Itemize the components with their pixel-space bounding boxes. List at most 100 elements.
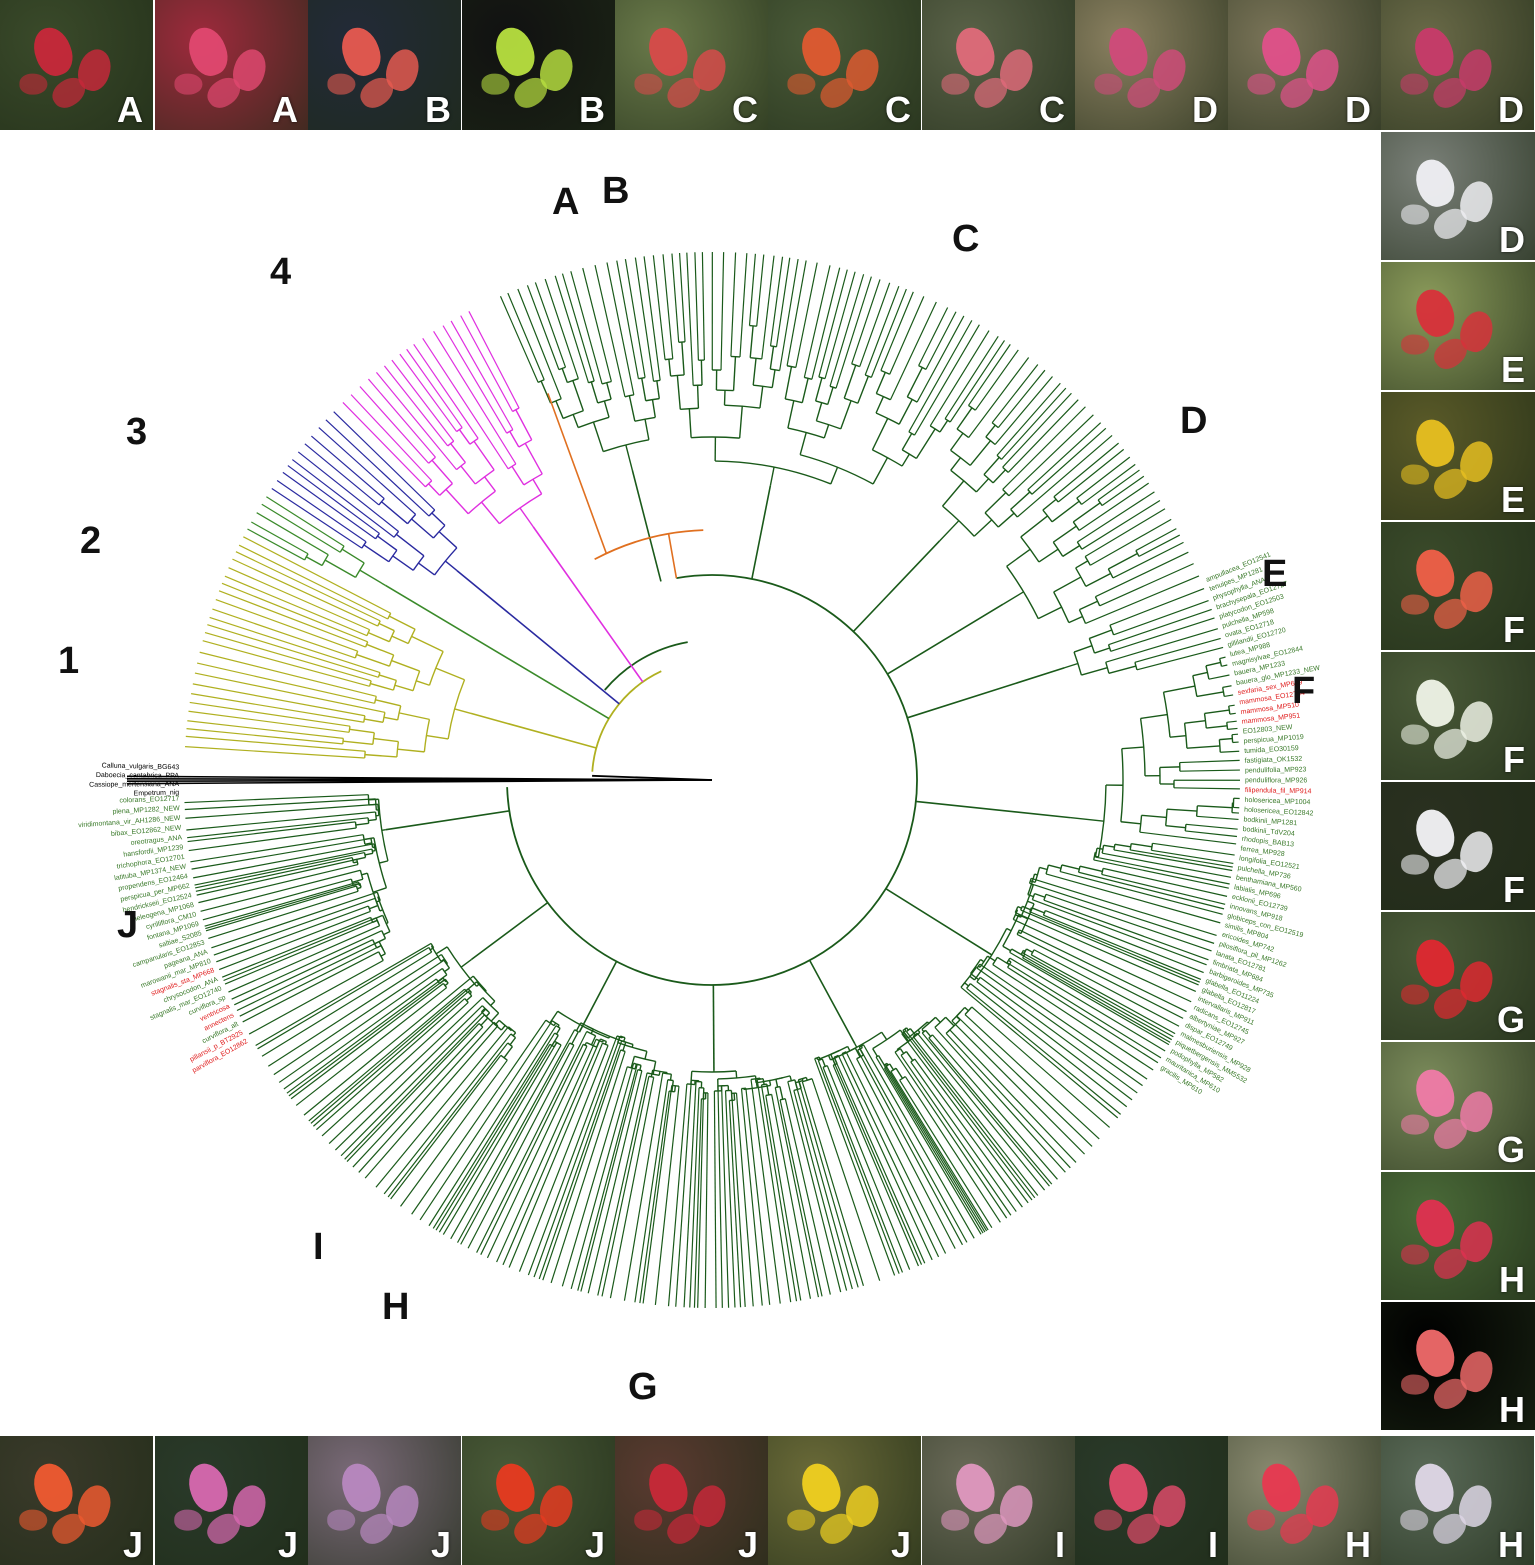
tree-branch <box>787 400 795 429</box>
flower-blossom <box>796 1458 847 1517</box>
tree-branch <box>340 1008 487 1157</box>
tree-arc <box>780 1097 786 1101</box>
tree-branch <box>976 967 1143 1087</box>
tree-branch <box>221 916 371 978</box>
tree-branch <box>979 976 1138 1094</box>
tree-arc <box>1028 878 1032 884</box>
tree-arc <box>620 1035 626 1039</box>
tree-branch <box>342 402 426 488</box>
tree-branch <box>623 1072 664 1301</box>
tree-branch <box>247 528 305 561</box>
tree-branch <box>1197 805 1233 809</box>
tree-branch <box>761 255 775 360</box>
tree-arc <box>1101 845 1105 854</box>
tree-arc <box>510 1033 516 1039</box>
flower-blossom <box>950 1458 1001 1517</box>
tree-branch <box>388 615 416 630</box>
tree-branch <box>832 1065 919 1267</box>
tree-branch <box>321 1002 469 1137</box>
tree-branch <box>271 487 363 549</box>
tree-branch <box>643 256 661 381</box>
tip-label: holosericea_EO12842 <box>1244 807 1314 818</box>
tree-branch <box>553 1042 558 1048</box>
tree-branch <box>490 1012 500 1022</box>
tree-branch <box>779 258 799 371</box>
tree-branch <box>283 978 437 1090</box>
tree-branch <box>639 1065 642 1071</box>
tree-branch <box>318 427 417 515</box>
tree-arc <box>591 670 662 772</box>
tree-arc <box>1093 852 1096 861</box>
tree-branch <box>928 1037 1053 1185</box>
tree-arc <box>906 396 918 403</box>
tree-branch <box>1029 911 1200 983</box>
tree-branch <box>458 429 471 445</box>
tree-branch <box>383 931 391 936</box>
tree-branch <box>456 1029 576 1243</box>
flower-photo-top-4: C <box>615 0 768 130</box>
tree-branch <box>769 256 784 347</box>
tree-branch <box>750 1079 781 1304</box>
flower-blossom <box>1094 1509 1123 1531</box>
tree-branch <box>191 837 372 870</box>
tree-branch <box>894 1051 1008 1219</box>
tree-branch <box>350 394 433 482</box>
tree-branch <box>1113 849 1233 872</box>
tip-label: filipendula_fil_MP914 <box>1245 787 1312 795</box>
tree-branch <box>1094 647 1110 654</box>
tree-arc <box>775 1085 781 1089</box>
photo-clade-letter: E <box>1500 479 1525 520</box>
tree-branch <box>827 1055 832 1061</box>
tip-label: Empetrum_nig <box>134 789 180 797</box>
flower-blossom <box>481 1509 510 1531</box>
tree-branch <box>769 466 775 486</box>
tree-branch <box>608 1036 611 1039</box>
tree-branch <box>1073 645 1093 653</box>
tree-branch <box>1159 766 1180 769</box>
flower-blossom <box>1409 934 1460 992</box>
tree-arc <box>802 1078 813 1083</box>
tree-branch <box>555 400 564 419</box>
tree-branch <box>775 257 791 347</box>
flower-blossom <box>1400 854 1429 876</box>
tree-branch <box>1109 587 1205 626</box>
tree-branch <box>1095 551 1189 598</box>
tree-branch <box>444 982 449 987</box>
flower-photo-bottom-3: J <box>462 1436 615 1565</box>
flower-photo-bottom-6: I <box>922 1436 1075 1565</box>
tree-branch <box>730 1090 733 1101</box>
tree-arc <box>956 428 970 439</box>
tree-branch <box>779 1086 784 1100</box>
tree-arc <box>1205 665 1210 680</box>
tree-branch <box>654 1086 680 1306</box>
tree-arc <box>832 1063 838 1066</box>
tree-branch <box>1053 442 1119 498</box>
tree-branch <box>570 1063 635 1290</box>
tree-branch <box>444 560 458 572</box>
tree-branch <box>418 562 435 576</box>
tree-branch <box>970 983 1128 1108</box>
clade-number-4: 4 <box>270 251 292 293</box>
tree-branch <box>480 1044 584 1255</box>
tree-branch <box>232 558 379 627</box>
tree-branch <box>361 872 368 876</box>
flower-photo-top-5: C <box>768 0 921 130</box>
tree-branch <box>236 941 380 1012</box>
tree-branch <box>914 324 980 436</box>
flower-blossom <box>19 1509 48 1531</box>
photo-clade-letter: H <box>1345 1524 1371 1565</box>
tree-branch <box>499 295 539 383</box>
tree-arc <box>1034 867 1041 883</box>
tree-arc <box>652 1069 668 1074</box>
tree-branch <box>255 942 432 1047</box>
tree-branch <box>1030 954 1176 1035</box>
tree-arc <box>362 834 366 845</box>
tree-branch <box>935 1016 941 1023</box>
tree-branch <box>445 488 469 515</box>
tree-arc <box>968 404 976 411</box>
tree-branch <box>571 1031 579 1045</box>
tree-branch <box>994 376 1053 445</box>
photo-clade-letter: D <box>1498 89 1524 130</box>
tree-branch <box>476 1031 588 1253</box>
photo-clade-letter: H <box>1499 1389 1525 1430</box>
